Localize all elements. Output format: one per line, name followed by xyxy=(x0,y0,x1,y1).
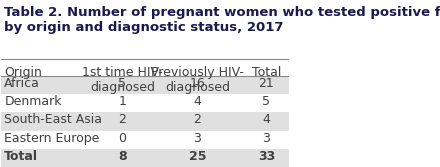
Text: 1: 1 xyxy=(118,95,126,108)
Text: Eastern Europe: Eastern Europe xyxy=(4,132,99,145)
Text: 3: 3 xyxy=(263,132,270,145)
Text: Total: Total xyxy=(252,66,281,78)
Text: South-East Asia: South-East Asia xyxy=(4,113,102,126)
FancyBboxPatch shape xyxy=(1,76,290,94)
Text: 5: 5 xyxy=(262,95,271,108)
FancyBboxPatch shape xyxy=(1,112,290,131)
Text: Previously HIV-
diagnosed: Previously HIV- diagnosed xyxy=(151,66,244,94)
Text: Origin: Origin xyxy=(4,66,42,78)
Text: 25: 25 xyxy=(188,150,206,163)
Text: 2: 2 xyxy=(193,113,201,126)
Text: 0: 0 xyxy=(118,132,126,145)
Text: Africa: Africa xyxy=(4,77,40,90)
Text: 1st time HIV-
diagnosed: 1st time HIV- diagnosed xyxy=(82,66,163,94)
Text: 16: 16 xyxy=(189,77,205,90)
Text: Denmark: Denmark xyxy=(4,95,62,108)
FancyBboxPatch shape xyxy=(1,149,290,167)
Text: 8: 8 xyxy=(118,150,127,163)
Text: 21: 21 xyxy=(259,77,274,90)
Text: 2: 2 xyxy=(118,113,126,126)
Text: 33: 33 xyxy=(258,150,275,163)
Text: 4: 4 xyxy=(193,95,201,108)
Text: Table 2. Number of pregnant women who tested positive for HIV,
by origin and dia: Table 2. Number of pregnant women who te… xyxy=(4,6,440,34)
Text: Total: Total xyxy=(4,150,38,163)
Text: 4: 4 xyxy=(263,113,270,126)
Text: 5: 5 xyxy=(118,77,126,90)
Text: 3: 3 xyxy=(193,132,201,145)
